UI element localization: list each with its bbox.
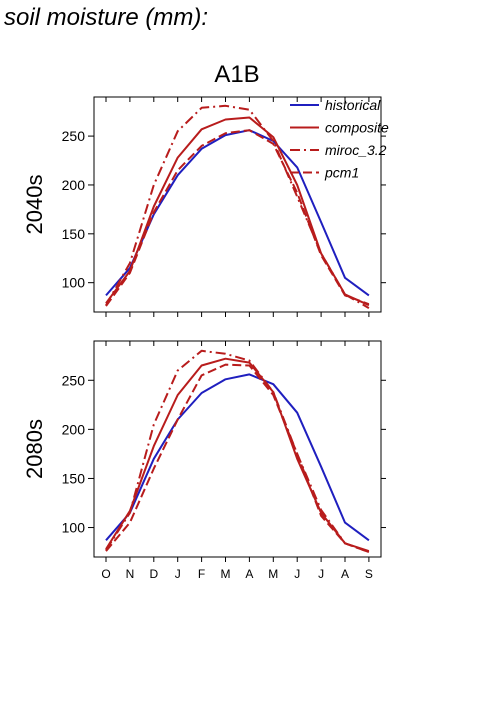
y-tick-label: 200 [62,421,86,437]
x-tick-label-S: S [365,567,373,581]
legend-label: historical [325,97,381,113]
x-tick-label-A: A [245,567,253,581]
x-tick-label-J: J [318,567,324,581]
x-tick-label-O: O [101,567,110,581]
series-line-composite [105,357,370,553]
series-line-pcm1 [105,363,370,554]
panel-label-2040s: 2040s [22,175,47,235]
y-tick-label: 100 [62,520,86,536]
y-tick-label: 100 [62,275,86,291]
y-tick-label: 250 [62,372,86,388]
y-tick-label: 150 [62,470,86,486]
legend-label: miroc_3.2 [325,142,387,158]
x-tick-label-J: J [294,567,300,581]
x-tick-label-J: J [175,567,181,581]
x-tick-label-M: M [221,567,231,581]
series-line-miroc-3-2 [105,349,370,554]
series-line-pcm1 [105,129,370,307]
legend-label: composite [325,120,389,136]
x-tick-label-F: F [198,567,205,581]
panel-2080s: 100 150 200 250 2080s [22,340,386,562]
page-title: soil moisture (mm): [4,4,209,31]
x-tick-label-A: A [341,567,349,581]
plot-frame [93,340,382,558]
chart-title: A1B [214,61,259,88]
y-tick-label: 200 [62,177,86,193]
panel-2040s: 100 150 200 250 2040s [22,96,386,317]
legend-label: pcm1 [324,165,359,181]
x-tick-label-N: N [126,567,135,581]
x-tick-label-D: D [149,567,158,581]
x-tick-label-M: M [268,567,278,581]
series-line-miroc-3-2 [105,104,370,309]
y-tick-label: 150 [62,226,86,242]
legend: historical composite miroc_3.2 pcm1 [290,97,389,181]
series-line-historical [105,373,370,542]
plot-frame [93,96,382,313]
panel-label-2080s: 2080s [22,419,47,479]
y-tick-label: 250 [62,128,86,144]
